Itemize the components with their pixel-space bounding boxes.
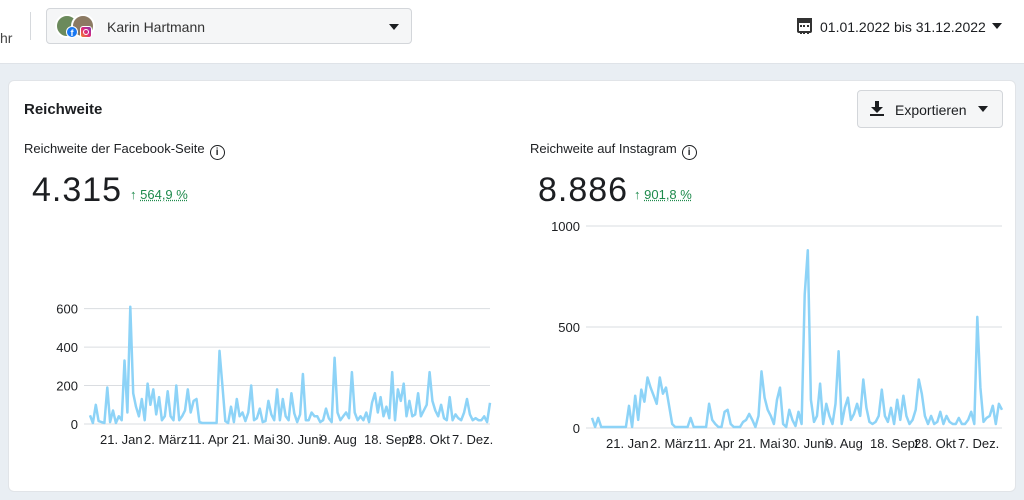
panel-title: Reichweite der Facebook-Seite i: [24, 141, 225, 160]
x-tick-label: 28. Okt: [408, 432, 450, 447]
chevron-down-icon: [389, 24, 399, 30]
change-indicator: ↑ 901,8 %: [634, 187, 692, 202]
panel-title-text: Reichweite der Facebook-Seite: [24, 141, 205, 156]
chevron-down-icon: [978, 106, 988, 112]
x-tick-label: 21. Mai: [738, 436, 781, 451]
total-value: 8.886: [538, 171, 629, 209]
arrow-up-icon: ↑: [130, 187, 137, 202]
y-tick-label: 500: [558, 320, 580, 335]
x-tick-label: 30. Juni: [276, 432, 322, 447]
facebook-reach-panel: Reichweite der Facebook-Seite i 4.315 ↑ 5…: [24, 137, 514, 467]
facebook-badge-icon: f: [66, 26, 78, 38]
x-tick-label: 30. Juni: [782, 436, 828, 451]
download-icon: [870, 101, 884, 117]
x-tick-label: 28. Okt: [914, 436, 956, 451]
x-tick-label: 18. Sept: [364, 432, 413, 447]
account-selector[interactable]: f Karin Hartmann: [46, 8, 412, 44]
total-value: 4.315: [32, 171, 123, 209]
x-tick-label: 21. Jan: [100, 432, 143, 447]
change-indicator: ↑ 564,9 %: [130, 187, 188, 202]
account-name: Karin Hartmann: [107, 19, 206, 35]
cut-off-label: hr: [0, 30, 13, 46]
instagram-badge-icon: [80, 26, 92, 38]
x-tick-label: 21. Jan: [606, 436, 649, 451]
y-tick-label: 600: [56, 302, 78, 317]
x-tick-label: 2. März: [144, 432, 187, 447]
date-range-dropdown-icon[interactable]: [992, 23, 1002, 29]
change-percent: 564,9 %: [140, 187, 188, 202]
y-tick-label: 200: [56, 379, 78, 394]
x-tick-label: 9. Aug: [320, 432, 357, 447]
panel-title: Reichweite auf Instagram i: [530, 141, 697, 160]
y-tick-label: 1000: [551, 219, 580, 234]
info-icon[interactable]: i: [681, 145, 697, 160]
y-tick-label: 0: [573, 421, 580, 436]
change-percent: 901,8 %: [644, 187, 692, 202]
divider: [30, 12, 31, 40]
x-tick-label: 21. Mai: [232, 432, 275, 447]
facebook-reach-chart: 0 200 400 600 21. Jan 2. März 11. Apr 21. Mai 30…: [56, 302, 493, 447]
date-range[interactable]: 01.01.2022 bis 31.12.2022: [820, 19, 986, 35]
x-tick-label: 11. Apr: [694, 436, 735, 451]
y-tick-label: 400: [56, 340, 78, 355]
calendar-icon[interactable]: [797, 18, 812, 34]
x-tick-label: 7. Dez.: [452, 432, 493, 447]
card-title: Reichweite: [24, 101, 103, 118]
series-line: [88, 305, 492, 425]
export-button[interactable]: Exportieren: [857, 90, 1003, 128]
info-icon[interactable]: i: [209, 145, 225, 160]
panel-title-text: Reichweite auf Instagram: [530, 141, 677, 156]
y-tick-label: 0: [71, 417, 78, 432]
top-bar: hr f Karin Hartmann 01.01.2022 bis 31.12…: [0, 0, 1024, 64]
reach-card: Reichweite Exportieren Reichweite der Fa…: [8, 80, 1016, 492]
x-tick-label: 9. Aug: [826, 436, 863, 451]
instagram-reach-panel: Reichweite auf Instagram i 8.886 ↑ 901,8 …: [530, 137, 1020, 467]
x-tick-label: 2. März: [650, 436, 693, 451]
export-label: Exportieren: [895, 102, 967, 118]
x-tick-label: 7. Dez.: [958, 436, 999, 451]
series-line: [590, 248, 1004, 429]
x-tick-label: 11. Apr: [188, 432, 229, 447]
arrow-up-icon: ↑: [634, 187, 641, 202]
instagram-reach-chart: 0 500 1000 21. Jan 2. März 11. Apr 21. Mai 30. …: [551, 219, 1004, 451]
x-tick-label: 18. Sept: [870, 436, 919, 451]
